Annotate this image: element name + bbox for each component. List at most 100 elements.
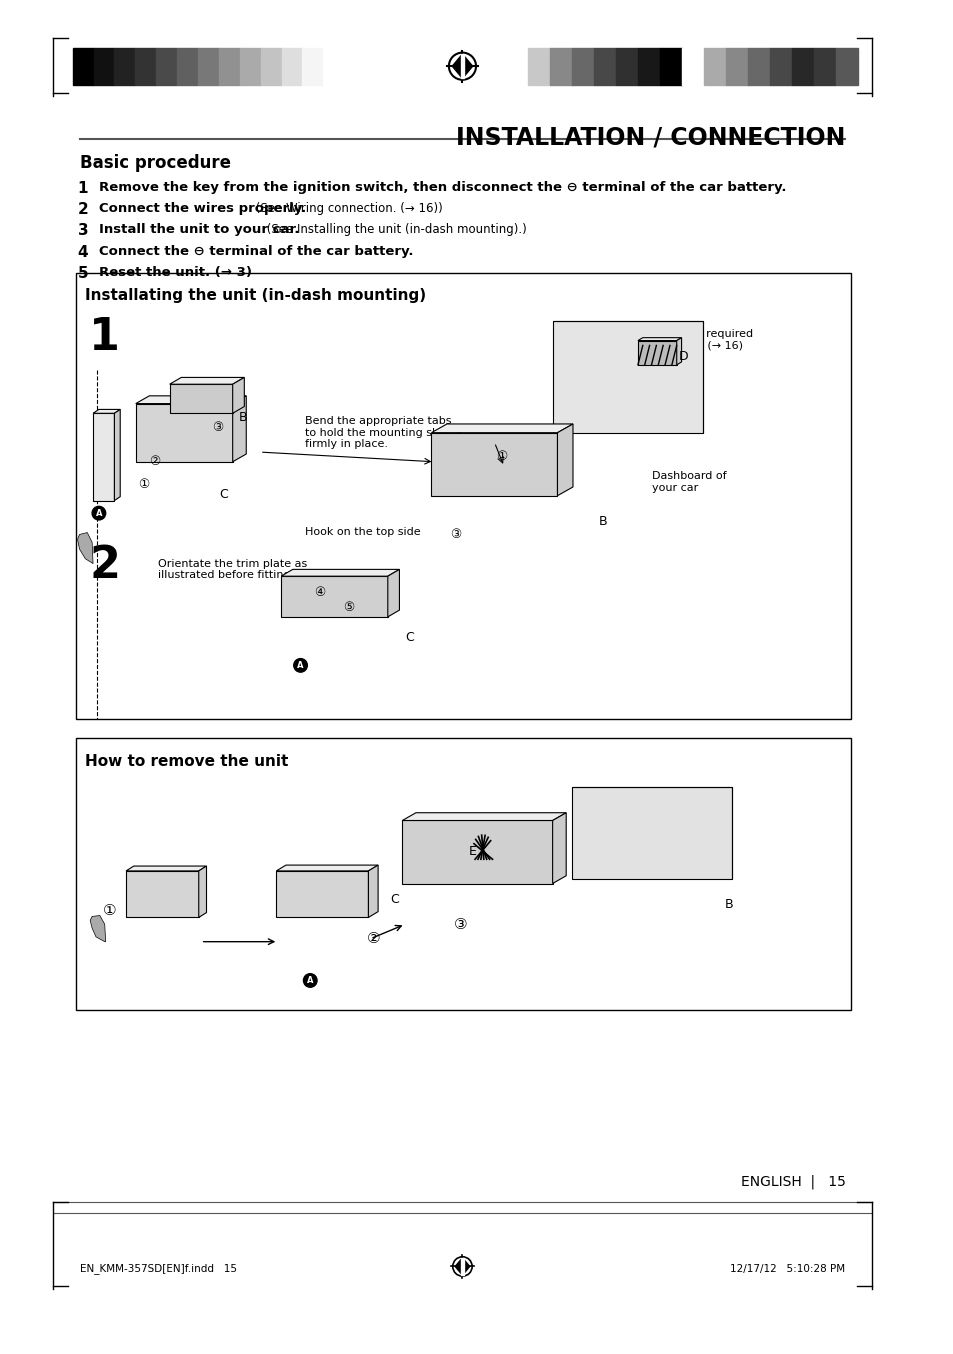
- Bar: [276, 871, 368, 918]
- Text: D: D: [678, 351, 687, 363]
- Bar: [93, 47, 114, 84]
- Bar: [594, 47, 616, 84]
- Polygon shape: [676, 337, 680, 364]
- Bar: [402, 821, 552, 884]
- Bar: [747, 47, 769, 84]
- Bar: [659, 47, 681, 84]
- Bar: [260, 47, 281, 84]
- Bar: [528, 47, 550, 84]
- Polygon shape: [460, 1258, 463, 1275]
- Bar: [769, 47, 791, 84]
- Polygon shape: [170, 378, 244, 385]
- Text: C: C: [219, 487, 228, 501]
- Bar: [75, 272, 850, 719]
- Text: 5: 5: [77, 265, 88, 280]
- Text: Basic procedure: Basic procedure: [79, 154, 231, 172]
- Text: B: B: [724, 898, 733, 911]
- Bar: [281, 577, 388, 617]
- Bar: [302, 47, 323, 84]
- Bar: [681, 47, 703, 84]
- Bar: [813, 47, 835, 84]
- Polygon shape: [126, 867, 206, 871]
- Polygon shape: [460, 54, 463, 79]
- Text: Bend the appropriate tabs
to hold the mounting sleeve
firmly in place.: Bend the appropriate tabs to hold the mo…: [305, 416, 462, 450]
- Text: 2: 2: [77, 202, 89, 217]
- Circle shape: [303, 974, 316, 987]
- Bar: [135, 403, 233, 462]
- Text: 1: 1: [89, 317, 120, 359]
- Text: E: E: [468, 845, 476, 857]
- Text: C: C: [405, 631, 414, 645]
- Text: ②: ②: [150, 455, 160, 468]
- Text: B: B: [238, 412, 247, 424]
- Polygon shape: [402, 812, 566, 821]
- Text: C: C: [391, 894, 399, 906]
- Bar: [198, 47, 218, 84]
- Bar: [75, 738, 850, 1010]
- Polygon shape: [388, 570, 399, 617]
- Text: ③: ③: [450, 528, 461, 542]
- Text: ①: ①: [497, 451, 507, 463]
- Bar: [239, 47, 260, 84]
- Bar: [126, 871, 198, 918]
- Text: ④: ④: [314, 586, 325, 600]
- Text: 12/17/12   5:10:28 PM: 12/17/12 5:10:28 PM: [730, 1263, 844, 1274]
- Polygon shape: [552, 812, 566, 884]
- Bar: [156, 47, 177, 84]
- Text: Hook on the top side: Hook on the top side: [305, 527, 420, 536]
- Polygon shape: [114, 409, 120, 501]
- Text: Remove the key from the ignition switch, then disconnect the ⊖ terminal of the c: Remove the key from the ignition switch,…: [99, 180, 785, 194]
- Text: ②: ②: [366, 932, 379, 946]
- Bar: [72, 47, 93, 84]
- Text: ①: ①: [103, 903, 116, 918]
- Bar: [552, 321, 702, 433]
- Text: Reset the unit. (→ 3): Reset the unit. (→ 3): [99, 265, 252, 279]
- Text: ①: ①: [138, 478, 149, 490]
- Text: Orientate the trim plate as
illustrated before fitting.: Orientate the trim plate as illustrated …: [158, 559, 307, 581]
- Bar: [323, 47, 344, 84]
- Text: Dashboard of
your car: Dashboard of your car: [651, 471, 725, 493]
- Polygon shape: [276, 865, 377, 871]
- Bar: [572, 47, 594, 84]
- Bar: [114, 47, 135, 84]
- Text: INSTALLATION / CONNECTION: INSTALLATION / CONNECTION: [456, 126, 844, 149]
- Text: 1: 1: [77, 180, 88, 195]
- Text: 3: 3: [77, 223, 88, 238]
- Bar: [431, 433, 557, 496]
- Polygon shape: [198, 867, 206, 918]
- Text: (See Installing the unit (in-dash mounting).): (See Installing the unit (in-dash mounti…: [263, 223, 527, 236]
- Text: Connect the ⊖ terminal of the car battery.: Connect the ⊖ terminal of the car batter…: [99, 245, 413, 257]
- Text: Installating the unit (in-dash mounting): Installating the unit (in-dash mounting): [85, 288, 426, 303]
- Polygon shape: [368, 865, 377, 918]
- Text: How to remove the unit: How to remove the unit: [85, 754, 289, 769]
- Polygon shape: [638, 337, 680, 341]
- Text: A: A: [95, 509, 102, 517]
- Polygon shape: [77, 532, 93, 563]
- Bar: [638, 341, 676, 364]
- Text: A: A: [297, 661, 303, 670]
- Polygon shape: [91, 915, 106, 941]
- Bar: [93, 413, 114, 501]
- Polygon shape: [455, 1258, 469, 1275]
- Polygon shape: [281, 570, 399, 577]
- Text: 2: 2: [89, 544, 120, 588]
- Text: EN_KMM-357SD[EN]f.indd   15: EN_KMM-357SD[EN]f.indd 15: [79, 1263, 236, 1274]
- Bar: [616, 47, 638, 84]
- Polygon shape: [557, 424, 573, 496]
- Text: Install the unit to your car.: Install the unit to your car.: [99, 223, 299, 236]
- Bar: [281, 47, 302, 84]
- Circle shape: [92, 506, 106, 520]
- Text: (See Wiring connection. (→ 16)): (See Wiring connection. (→ 16)): [252, 202, 442, 215]
- Circle shape: [294, 658, 307, 672]
- Bar: [791, 47, 813, 84]
- Bar: [550, 47, 572, 84]
- Bar: [135, 47, 156, 84]
- Text: ② Do the required
    wiring. (→ 16): ② Do the required wiring. (→ 16): [651, 329, 752, 351]
- Text: B: B: [598, 515, 607, 528]
- Bar: [638, 47, 659, 84]
- Bar: [177, 47, 198, 84]
- Polygon shape: [452, 54, 472, 79]
- Text: ENGLISH  |   15: ENGLISH | 15: [740, 1174, 844, 1189]
- Polygon shape: [431, 424, 573, 433]
- Bar: [703, 47, 725, 84]
